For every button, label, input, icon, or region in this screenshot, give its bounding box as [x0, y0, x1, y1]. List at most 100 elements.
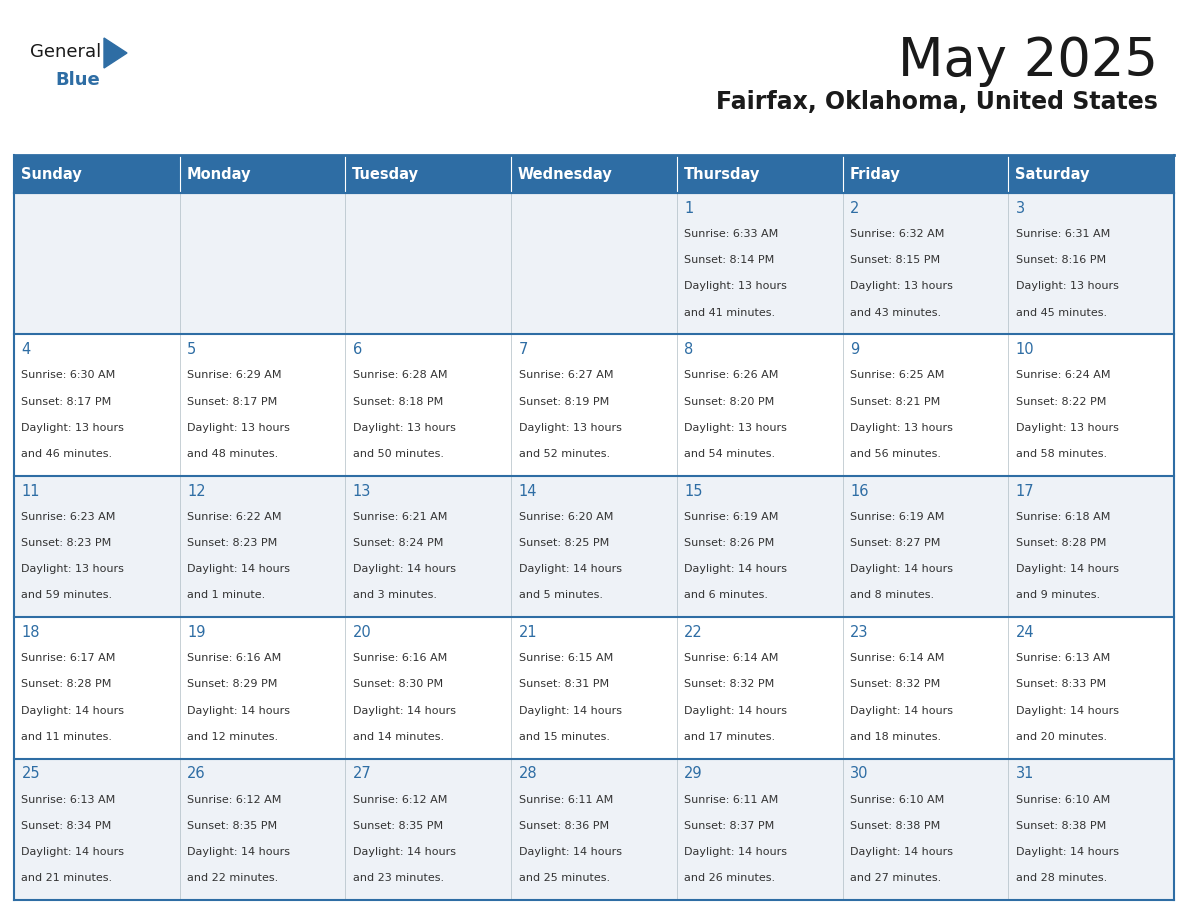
Bar [346, 155, 511, 193]
Text: Sunrise: 6:30 AM: Sunrise: 6:30 AM [21, 371, 115, 380]
Text: Sunset: 8:35 PM: Sunset: 8:35 PM [188, 821, 277, 831]
Text: and 5 minutes.: and 5 minutes. [519, 590, 602, 600]
Text: Sunset: 8:19 PM: Sunset: 8:19 PM [519, 397, 608, 407]
Text: Daylight: 13 hours: Daylight: 13 hours [353, 423, 456, 432]
Text: 16: 16 [851, 484, 868, 498]
Text: and 26 minutes.: and 26 minutes. [684, 873, 776, 883]
Text: Sunrise: 6:16 AM: Sunrise: 6:16 AM [353, 654, 447, 664]
Text: and 28 minutes.: and 28 minutes. [1016, 873, 1107, 883]
Text: Blue: Blue [55, 71, 100, 89]
Text: and 17 minutes.: and 17 minutes. [684, 732, 776, 742]
Text: Sunset: 8:26 PM: Sunset: 8:26 PM [684, 538, 775, 548]
Text: Sunset: 8:31 PM: Sunset: 8:31 PM [519, 679, 608, 689]
Text: Sunrise: 6:10 AM: Sunrise: 6:10 AM [851, 795, 944, 805]
Bar [511, 758, 677, 900]
Text: Daylight: 14 hours: Daylight: 14 hours [21, 847, 125, 857]
Bar [179, 334, 346, 476]
Text: 22: 22 [684, 625, 703, 640]
Bar [677, 758, 842, 900]
Text: Sunrise: 6:11 AM: Sunrise: 6:11 AM [684, 795, 778, 805]
Text: May 2025: May 2025 [898, 35, 1158, 87]
Text: Daylight: 14 hours: Daylight: 14 hours [188, 565, 290, 574]
Text: Daylight: 14 hours: Daylight: 14 hours [851, 847, 953, 857]
Bar [511, 476, 677, 617]
Text: Sunrise: 6:15 AM: Sunrise: 6:15 AM [519, 654, 613, 664]
Text: and 3 minutes.: and 3 minutes. [353, 590, 437, 600]
Text: Daylight: 13 hours: Daylight: 13 hours [1016, 282, 1119, 291]
Bar [179, 193, 346, 334]
Text: 3: 3 [1016, 201, 1025, 216]
Bar [511, 617, 677, 758]
Text: Sunset: 8:25 PM: Sunset: 8:25 PM [519, 538, 608, 548]
Text: 19: 19 [188, 625, 206, 640]
Text: and 50 minutes.: and 50 minutes. [353, 449, 444, 459]
Text: Sunset: 8:38 PM: Sunset: 8:38 PM [851, 821, 940, 831]
Bar [179, 758, 346, 900]
Bar [346, 476, 511, 617]
Text: Daylight: 13 hours: Daylight: 13 hours [188, 423, 290, 432]
Bar [842, 758, 1009, 900]
Text: Sunrise: 6:20 AM: Sunrise: 6:20 AM [519, 512, 613, 521]
Text: 28: 28 [519, 767, 537, 781]
Text: 15: 15 [684, 484, 703, 498]
Text: Friday: Friday [849, 166, 901, 182]
Text: Sunrise: 6:10 AM: Sunrise: 6:10 AM [1016, 795, 1110, 805]
Bar [14, 334, 179, 476]
Bar [179, 155, 346, 193]
Bar [842, 155, 1009, 193]
Text: and 45 minutes.: and 45 minutes. [1016, 308, 1107, 318]
Text: Sunrise: 6:27 AM: Sunrise: 6:27 AM [519, 371, 613, 380]
Bar [511, 334, 677, 476]
Text: 18: 18 [21, 625, 40, 640]
Text: Sunrise: 6:13 AM: Sunrise: 6:13 AM [1016, 654, 1110, 664]
Text: Sunrise: 6:28 AM: Sunrise: 6:28 AM [353, 371, 448, 380]
Text: Daylight: 14 hours: Daylight: 14 hours [188, 706, 290, 715]
Text: 20: 20 [353, 625, 372, 640]
Text: and 12 minutes.: and 12 minutes. [188, 732, 278, 742]
Text: Wednesday: Wednesday [518, 166, 613, 182]
Bar [677, 155, 842, 193]
Text: 4: 4 [21, 342, 31, 357]
Text: Sunset: 8:22 PM: Sunset: 8:22 PM [1016, 397, 1106, 407]
Text: Sunday: Sunday [20, 166, 82, 182]
Text: Sunrise: 6:11 AM: Sunrise: 6:11 AM [519, 795, 613, 805]
Text: Sunset: 8:15 PM: Sunset: 8:15 PM [851, 255, 940, 265]
Text: Sunrise: 6:16 AM: Sunrise: 6:16 AM [188, 654, 282, 664]
Text: General: General [30, 43, 101, 61]
Text: Sunset: 8:32 PM: Sunset: 8:32 PM [851, 679, 940, 689]
Text: and 1 minute.: and 1 minute. [188, 590, 265, 600]
Text: Sunrise: 6:23 AM: Sunrise: 6:23 AM [21, 512, 116, 521]
Text: Daylight: 14 hours: Daylight: 14 hours [21, 706, 125, 715]
Bar [842, 617, 1009, 758]
Text: Daylight: 14 hours: Daylight: 14 hours [1016, 847, 1119, 857]
Text: Daylight: 14 hours: Daylight: 14 hours [684, 847, 788, 857]
Bar [677, 617, 842, 758]
Text: Daylight: 13 hours: Daylight: 13 hours [21, 565, 125, 574]
Text: Daylight: 14 hours: Daylight: 14 hours [519, 847, 621, 857]
Bar [1009, 155, 1174, 193]
Bar [1009, 758, 1174, 900]
Text: Daylight: 14 hours: Daylight: 14 hours [353, 706, 456, 715]
Text: 25: 25 [21, 767, 40, 781]
Text: Sunset: 8:23 PM: Sunset: 8:23 PM [21, 538, 112, 548]
Text: and 56 minutes.: and 56 minutes. [851, 449, 941, 459]
Text: and 48 minutes.: and 48 minutes. [188, 449, 278, 459]
Text: 13: 13 [353, 484, 372, 498]
Bar [677, 334, 842, 476]
Text: and 22 minutes.: and 22 minutes. [188, 873, 278, 883]
Text: Sunrise: 6:32 AM: Sunrise: 6:32 AM [851, 230, 944, 239]
Bar [1009, 334, 1174, 476]
Bar [511, 155, 677, 193]
Text: 8: 8 [684, 342, 694, 357]
Polygon shape [105, 38, 127, 68]
Bar [842, 334, 1009, 476]
Text: Sunset: 8:36 PM: Sunset: 8:36 PM [519, 821, 608, 831]
Text: 21: 21 [519, 625, 537, 640]
Text: and 23 minutes.: and 23 minutes. [353, 873, 444, 883]
Text: 23: 23 [851, 625, 868, 640]
Text: Sunset: 8:32 PM: Sunset: 8:32 PM [684, 679, 775, 689]
Text: Sunrise: 6:29 AM: Sunrise: 6:29 AM [188, 371, 282, 380]
Text: Daylight: 13 hours: Daylight: 13 hours [851, 282, 953, 291]
Bar [511, 193, 677, 334]
Bar [14, 193, 179, 334]
